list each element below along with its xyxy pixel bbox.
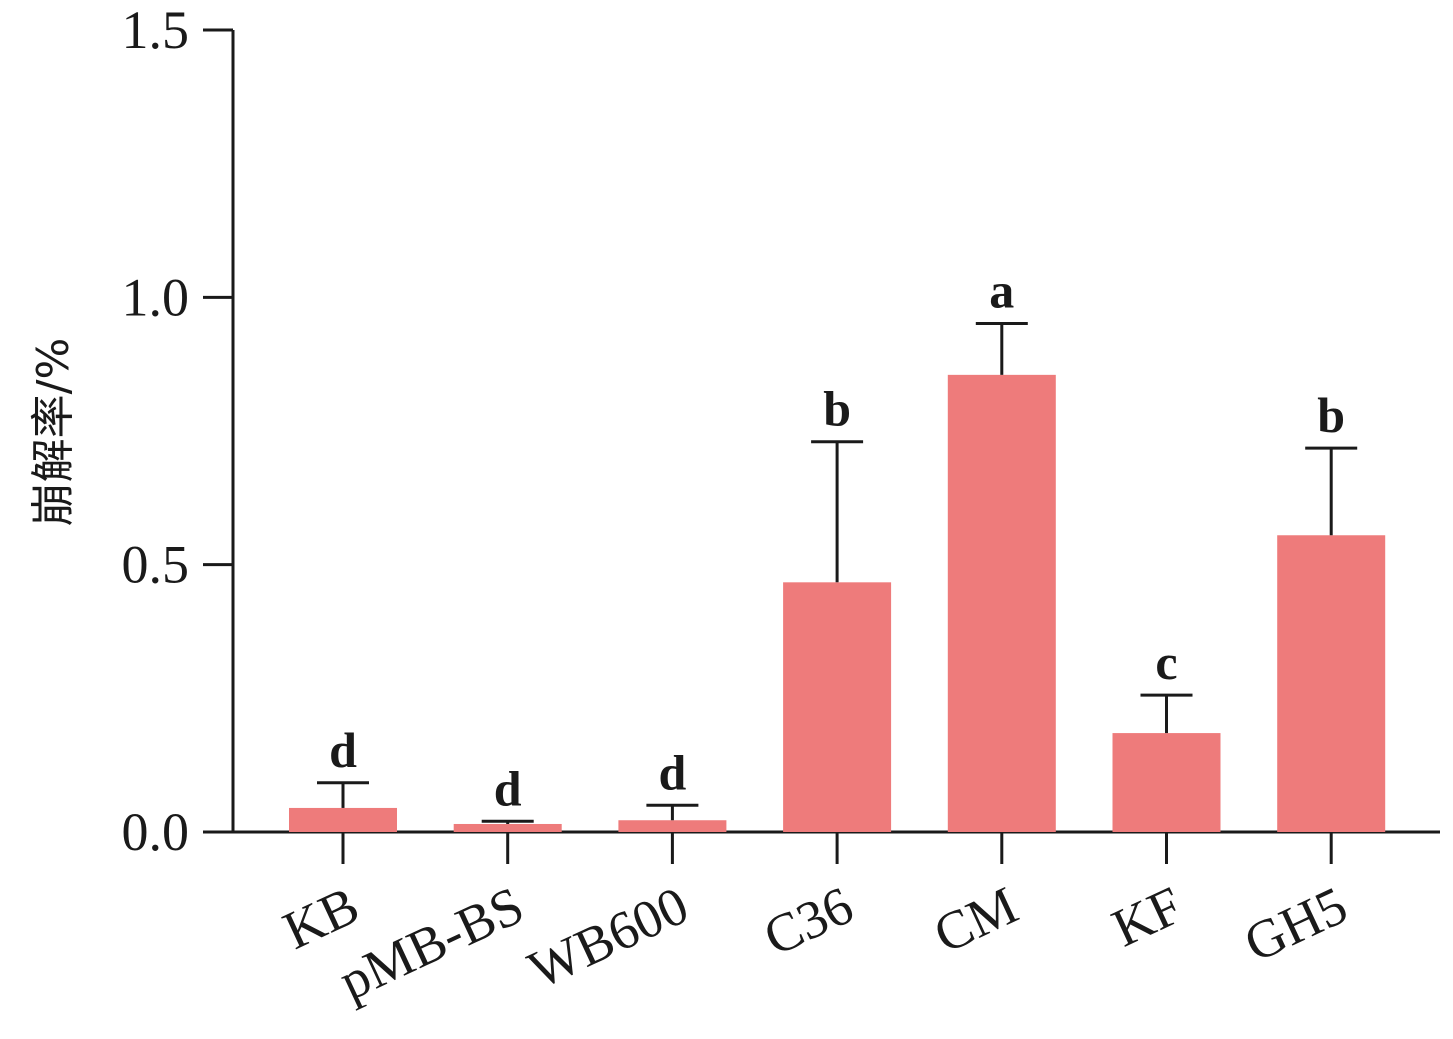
y-tick-label: 0.5 (122, 535, 190, 595)
x-tick-label: CM (925, 875, 1027, 965)
x-tick-label: C36 (755, 875, 862, 967)
y-tick-label: 0.0 (122, 802, 190, 862)
y-axis-title: 崩解率/% (28, 338, 79, 527)
x-axis (233, 830, 1440, 864)
y-tick-label: 1.0 (122, 267, 190, 327)
bar-pmb-bs (453, 823, 562, 832)
y-tick-label: 1.5 (122, 0, 190, 60)
x-tick-label: WB600 (519, 875, 697, 1000)
bar-cm (947, 374, 1056, 832)
y-axis: 0.0 0.5 1.0 1.5 (122, 0, 235, 862)
significance-label: c (1155, 634, 1177, 690)
x-tick-label: pMB-BS (330, 875, 532, 1012)
significance-labels: d d d b a c b (329, 263, 1345, 817)
error-bars (317, 322, 1358, 824)
x-tick-label: KF (1103, 875, 1191, 959)
bar-kb (289, 807, 397, 832)
significance-label: d (658, 744, 686, 800)
significance-label: b (1317, 387, 1345, 443)
significance-label: a (989, 263, 1014, 319)
bars (289, 374, 1386, 832)
bar-gh5 (1277, 535, 1386, 832)
bar-kf (1112, 733, 1221, 832)
significance-label: d (329, 722, 357, 778)
x-tick-label: GH5 (1235, 875, 1356, 974)
significance-label: d (494, 760, 522, 816)
bar-wb600 (618, 820, 727, 832)
significance-label: b (823, 381, 851, 437)
bar-c36 (783, 582, 892, 832)
